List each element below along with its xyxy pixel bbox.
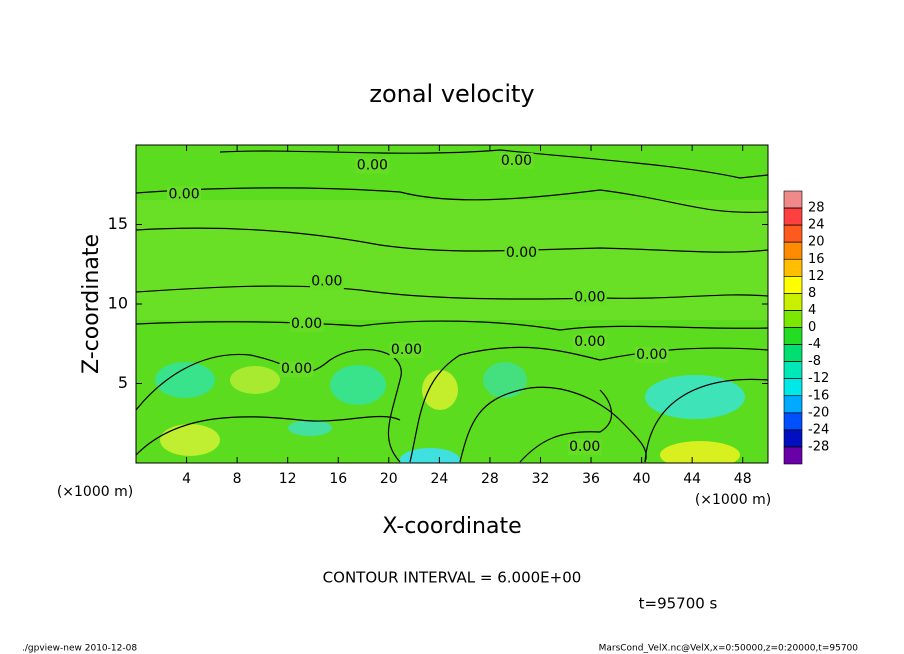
colorbar-box xyxy=(783,293,803,311)
contour-label: 0.00 xyxy=(391,342,422,358)
colorbar-box xyxy=(783,412,803,431)
contour-label-bg xyxy=(572,289,607,306)
colorbar-label: 4 xyxy=(808,303,816,318)
contour-label: 0.00 xyxy=(291,316,322,332)
contour-label: 0.00 xyxy=(574,290,605,306)
contour-label: 0.00 xyxy=(281,361,312,377)
colorbar-label: -4 xyxy=(808,337,821,352)
contour-label-bg xyxy=(389,342,424,359)
colorbar-box xyxy=(783,224,803,243)
colorbar-box xyxy=(783,310,803,328)
contour-label: 0.00 xyxy=(569,439,600,455)
colorbar-label: 28 xyxy=(808,201,825,216)
field xyxy=(136,145,768,463)
colorbar-label: -20 xyxy=(808,405,829,420)
colorbar-box xyxy=(783,276,803,294)
y-unit: (×1000 m) xyxy=(57,484,133,500)
contour-label: 0.00 xyxy=(506,245,537,261)
footer-left: ./gpview-new 2010-12-08 xyxy=(22,644,137,654)
x-unit: (×1000 m) xyxy=(695,492,771,508)
colorbar-box xyxy=(783,258,803,277)
x-tick-label: 44 xyxy=(683,471,701,487)
colorbar-box xyxy=(783,361,803,379)
contour-label-bg xyxy=(289,315,324,332)
x-tick-label: 36 xyxy=(582,471,600,487)
contour-label-bg xyxy=(355,157,390,174)
x-tick-label: 4 xyxy=(182,471,191,487)
colorbar-label: -24 xyxy=(808,422,829,437)
chart-title: zonal velocity xyxy=(369,80,534,108)
contour-label: 0.00 xyxy=(636,347,667,363)
colorbar-label: 12 xyxy=(808,269,825,284)
colorbar-label: 20 xyxy=(808,235,825,250)
colorbar-label: 16 xyxy=(808,252,825,267)
x-tick-label: 8 xyxy=(233,471,242,487)
contour-interval: CONTOUR INTERVAL = 6.000E+00 xyxy=(323,569,582,587)
colorbar-box xyxy=(783,429,803,448)
contour-label-bg xyxy=(567,439,602,456)
contour-label-bg xyxy=(279,361,314,378)
x-tick-label: 32 xyxy=(532,471,550,487)
y-axis-label: Z-coordinate xyxy=(79,234,104,374)
colorbar-box xyxy=(783,207,803,226)
colorbar-label: -8 xyxy=(808,354,821,369)
colorbar-label: 8 xyxy=(808,286,816,301)
time-label: t=95700 s xyxy=(639,595,718,613)
colorbar-box xyxy=(783,378,803,397)
contour-label-bg xyxy=(167,186,202,203)
x-axis-label: X-coordinate xyxy=(382,514,521,539)
contour-label-bg xyxy=(634,346,669,363)
colorbar-box xyxy=(783,327,803,345)
contour-label: 0.00 xyxy=(501,153,532,169)
contour-label: 0.00 xyxy=(574,334,605,350)
colorbar-label: -16 xyxy=(808,388,829,403)
colorbar-label: -28 xyxy=(808,439,829,454)
colorbar-box xyxy=(783,190,803,209)
colorbar-label: 0 xyxy=(808,320,816,335)
x-tick-label: 12 xyxy=(279,471,297,487)
contour-label-bg xyxy=(572,334,607,351)
colorbar-box xyxy=(783,446,803,465)
footer-right: MarsCond_VelX.nc@VelX,x=0:50000,z=0:2000… xyxy=(599,644,859,654)
contour-label: 0.00 xyxy=(311,274,342,290)
contour-label-bg xyxy=(309,273,344,290)
y-tick-label: 10 xyxy=(108,294,128,313)
x-tick-label: 48 xyxy=(734,471,752,487)
colorbar-label: -12 xyxy=(808,371,829,386)
x-tick-label: 16 xyxy=(329,471,347,487)
y-tick-label: 15 xyxy=(108,214,128,233)
colorbar-box xyxy=(783,241,803,260)
x-tick-label: 20 xyxy=(380,471,398,487)
y-tick-label: 5 xyxy=(118,373,128,392)
contour-label: 0.00 xyxy=(357,158,388,174)
x-tick-label: 28 xyxy=(481,471,499,487)
colorbar-box xyxy=(783,395,803,414)
x-tick-label: 40 xyxy=(633,471,651,487)
contour-label: 0.00 xyxy=(168,186,199,202)
x-tick-label: 24 xyxy=(430,471,448,487)
contour-label-bg xyxy=(499,152,534,169)
colorbar-label: 24 xyxy=(808,218,825,233)
contour-label-bg xyxy=(504,245,539,262)
colorbar-box xyxy=(783,344,803,362)
